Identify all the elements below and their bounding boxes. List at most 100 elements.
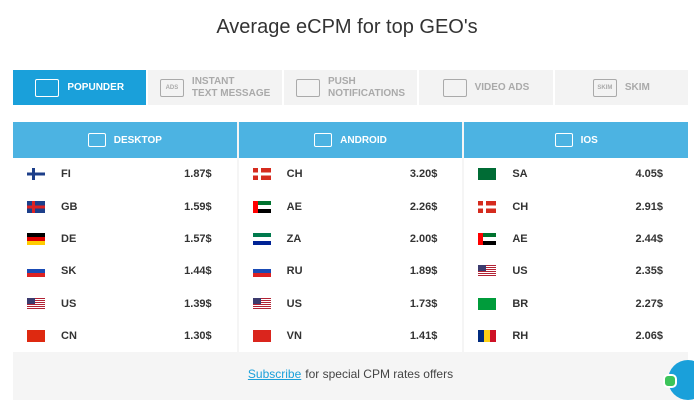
flag-part: [252, 232, 271, 238]
flag-part: [478, 272, 497, 274]
ecpm-value: 1.59$: [184, 200, 212, 213]
geo-row: SA 4.05$: [464, 158, 689, 191]
flag-part: [478, 275, 497, 277]
flag-part: [252, 300, 271, 302]
country-code: ZA: [286, 232, 302, 245]
country-code: CN: [61, 330, 77, 343]
flag-part: [252, 273, 271, 278]
ecpm-value: 1.73$: [409, 297, 438, 310]
tab-label-line: TEXT MESSAGE: [191, 87, 271, 99]
tab-label-line: PUSH: [328, 75, 356, 87]
flag-part: [478, 168, 497, 181]
flag-part: [478, 270, 497, 272]
ecpm-value: 2.06$: [635, 330, 664, 343]
geo-row: SK 1.44$: [13, 255, 237, 288]
tab-label-line: POPUNDER: [67, 81, 125, 93]
tab[interactable]: VIDEO ADS: [419, 70, 553, 105]
column: ANDROID CH 3.20$ AE 2.26$ ZA 2.00$ RU 1.89$ US 1.7…: [238, 122, 463, 353]
flag-part: [27, 306, 45, 308]
flag-part: [27, 297, 45, 299]
geo-row: US 1.39$: [13, 287, 237, 320]
ecpm-value: 4.05$: [635, 168, 664, 181]
flag-part: [252, 200, 258, 213]
footer: Subscribe for special CPM rates offers: [13, 352, 688, 396]
ecpm-value: 1.57$: [184, 232, 212, 245]
geo-row: CH 2.91$: [464, 190, 689, 223]
country-code: US: [61, 297, 77, 310]
flag-part: [252, 303, 271, 305]
flag: [27, 232, 45, 245]
flag-part: [27, 236, 45, 242]
subscribe-link[interactable]: Subscribe: [247, 367, 302, 382]
geo-row: US 2.35$: [464, 255, 689, 288]
tab-label-line: INSTANT: [191, 75, 235, 87]
flag: [252, 297, 271, 310]
ecpm-value: 2.26$: [409, 200, 438, 213]
flag-part: [27, 205, 45, 209]
country-code: VN: [286, 330, 302, 343]
flag-part: [27, 298, 45, 300]
tab-icon: [296, 78, 320, 97]
tab[interactable]: POPUNDER: [13, 70, 147, 105]
flag-part: [252, 172, 271, 176]
flag-part: [478, 265, 487, 272]
flag-part: [252, 208, 271, 213]
flag: [27, 200, 45, 213]
flag-part: [27, 307, 45, 309]
flag-part: [252, 265, 271, 270]
ecpm-value: 2.91$: [635, 200, 664, 213]
tab[interactable]: PUSH NOTIFICATIONS: [283, 70, 418, 105]
flag-part: [27, 304, 45, 306]
geo-row: CH 3.20$: [238, 158, 463, 191]
platform-name: ANDROID: [340, 134, 387, 146]
flag: [478, 265, 497, 278]
flag: [252, 232, 271, 245]
flag-part: [478, 267, 497, 269]
flag-part: [252, 204, 271, 209]
country-code: SA: [512, 168, 528, 181]
flag-part: [478, 271, 497, 273]
flag-part: [478, 240, 497, 245]
tab[interactable]: ADS INSTANT TEXT MESSAGE: [148, 70, 282, 105]
flag-part: [27, 269, 45, 274]
flag-part: [27, 232, 45, 238]
flag: [478, 330, 497, 343]
tab-icon: [442, 78, 467, 97]
tab-icon: SKIM: [592, 78, 617, 97]
tab-label: PUSH NOTIFICATIONS: [328, 76, 405, 100]
flag-part: [478, 266, 497, 268]
platform-icon: [87, 133, 106, 147]
ecpm-value: 1.89$: [409, 265, 438, 278]
platform-name: DESKTOP: [113, 134, 162, 146]
column-header: IOS: [464, 122, 689, 158]
country-code: CH: [286, 168, 303, 181]
column-header: ANDROID: [238, 122, 463, 158]
ecpm-value: 1.41$: [409, 330, 438, 343]
tab-icon: [35, 78, 60, 97]
ecpm-value: 3.20$: [409, 168, 438, 181]
flag: [27, 168, 45, 181]
country-code: RU: [286, 265, 303, 278]
ecpm-value: 1.44$: [184, 265, 212, 278]
flag-part: [252, 297, 261, 304]
flag-part: [27, 240, 45, 245]
tab-label: INSTANT TEXT MESSAGE: [192, 76, 270, 100]
flag: [252, 168, 271, 181]
country-code: DE: [61, 232, 77, 245]
country-code: SK: [61, 265, 77, 278]
flag-part: [252, 304, 271, 306]
flag-part: [252, 301, 271, 303]
geo-row: BR 2.27$: [464, 287, 689, 320]
tab-label-line: SKIM: [624, 81, 650, 93]
tab-label: SKIM: [625, 82, 650, 94]
geo-row: FI 1.87$: [13, 158, 237, 191]
flag-part: [27, 300, 45, 302]
tab[interactable]: SKIM SKIM: [554, 70, 689, 105]
flag-part: [252, 302, 271, 304]
tab-label-line: NOTIFICATIONS: [328, 87, 406, 99]
ecpm-table: DESKTOP FI 1.87$ GB 1.59$ DE 1.57$ SK 1.44$ US 1.3…: [13, 122, 689, 400]
country-code: CH: [512, 200, 529, 213]
tab-bar: POPUNDER ADS INSTANT TEXT MESSAGE PUSH NOTIFI…: [13, 70, 689, 105]
flag: [27, 297, 45, 310]
